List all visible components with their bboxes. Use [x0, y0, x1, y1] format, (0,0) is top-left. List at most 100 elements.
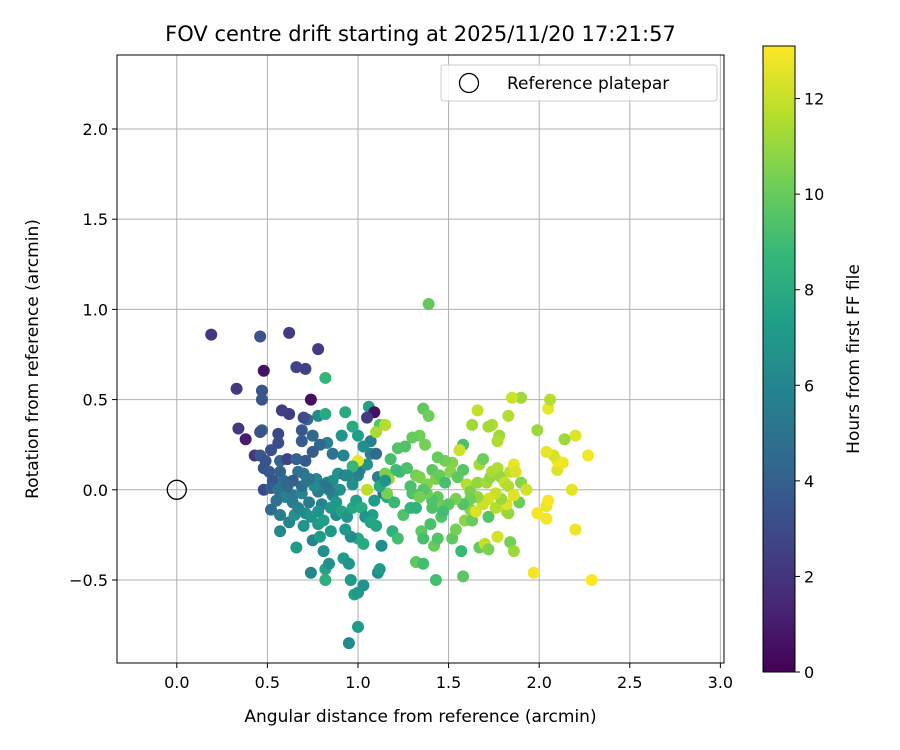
y-tick-label: −0.5 — [69, 571, 108, 590]
x-axis-label: Angular distance from reference (arcmin) — [244, 707, 596, 727]
reference-platepar-marker — [166, 479, 187, 500]
data-point — [306, 445, 319, 458]
data-point — [482, 510, 495, 523]
x-axis-ticks: 0.0 0.5 1.0 1.5 2.0 2.5 3.0 — [164, 663, 733, 692]
data-point — [361, 483, 374, 496]
data-point — [406, 431, 419, 444]
data-point — [391, 532, 404, 545]
data-point — [446, 532, 459, 545]
data-point — [437, 505, 450, 518]
data-point — [471, 476, 484, 489]
data-point — [375, 539, 388, 552]
data-point — [337, 449, 350, 462]
data-point — [491, 462, 504, 475]
data-point — [482, 420, 495, 433]
data-point — [254, 426, 267, 439]
data-point — [565, 483, 578, 496]
x-tick-label: 1.0 — [345, 673, 370, 692]
data-point — [272, 427, 285, 440]
data-point — [281, 453, 294, 466]
data-point — [339, 406, 352, 419]
data-point — [400, 462, 413, 475]
data-point — [502, 409, 515, 422]
plot-frame — [116, 54, 725, 664]
data-point — [507, 545, 520, 558]
data-point — [341, 510, 354, 523]
data-point — [506, 391, 519, 404]
data-point — [466, 418, 479, 431]
data-point — [357, 440, 370, 453]
colorbar-tick-label: 6 — [804, 376, 814, 395]
data-point — [341, 469, 354, 482]
data-point — [457, 463, 470, 476]
data-point — [361, 458, 374, 471]
colorbar-tick-label: 12 — [804, 90, 824, 109]
data-point — [477, 453, 490, 466]
colorbar-tick-label: 0 — [804, 663, 814, 682]
colorbar-bar — [762, 45, 796, 673]
data-point — [319, 371, 332, 384]
data-point — [355, 501, 368, 514]
data-point — [283, 408, 296, 421]
data-point — [290, 541, 303, 554]
data-point — [324, 525, 337, 538]
data-point — [364, 516, 377, 529]
data-point — [295, 424, 308, 437]
colorbar-tick-label: 10 — [804, 185, 824, 204]
data-point — [255, 384, 268, 397]
data-point — [274, 465, 287, 478]
chart-title: FOV centre drift starting at 2025/11/20 … — [165, 22, 676, 46]
data-point — [304, 393, 317, 406]
plot-area — [117, 55, 724, 663]
data-point — [292, 465, 305, 478]
data-point — [455, 545, 468, 558]
data-point — [297, 519, 310, 532]
data-point — [384, 453, 397, 466]
data-point — [319, 408, 332, 421]
legend-label: Reference platepar — [507, 74, 669, 94]
legend: Reference platepar — [440, 64, 718, 102]
data-point — [449, 523, 462, 536]
data-point — [409, 501, 422, 514]
data-point — [299, 362, 312, 375]
data-point — [346, 460, 359, 473]
data-point — [265, 503, 278, 516]
data-point — [326, 447, 339, 460]
data-point — [422, 297, 435, 310]
data-point — [304, 566, 317, 579]
data-point — [346, 478, 359, 491]
data-point — [558, 433, 571, 446]
data-point — [569, 523, 582, 536]
data-point — [388, 496, 401, 509]
data-point — [283, 326, 296, 339]
data-point — [540, 512, 553, 525]
data-point — [542, 402, 555, 415]
data-point — [531, 507, 544, 520]
data-point — [471, 404, 484, 417]
data-point — [527, 566, 540, 579]
data-point — [504, 536, 517, 549]
data-point — [312, 343, 325, 356]
data-point — [379, 418, 392, 431]
colorbar-tick-label: 8 — [804, 281, 814, 300]
data-point — [417, 532, 430, 545]
data-point — [373, 563, 386, 576]
data-point — [357, 537, 370, 550]
data-point — [531, 424, 544, 437]
data-point — [344, 574, 357, 587]
y-axis-ticks: −0.5 0.0 0.5 1.0 1.5 2.0 — [69, 120, 117, 590]
data-point — [254, 330, 267, 343]
y-tick-label: 0.0 — [83, 481, 108, 500]
data-point — [368, 494, 381, 507]
data-point — [205, 328, 218, 341]
data-point — [263, 465, 276, 478]
grid — [117, 55, 724, 663]
data-point — [453, 444, 466, 457]
data-point — [335, 429, 348, 442]
data-point — [265, 444, 278, 457]
data-point — [438, 476, 451, 489]
data-point — [342, 557, 355, 570]
data-point — [370, 447, 383, 460]
data-point — [317, 545, 330, 558]
